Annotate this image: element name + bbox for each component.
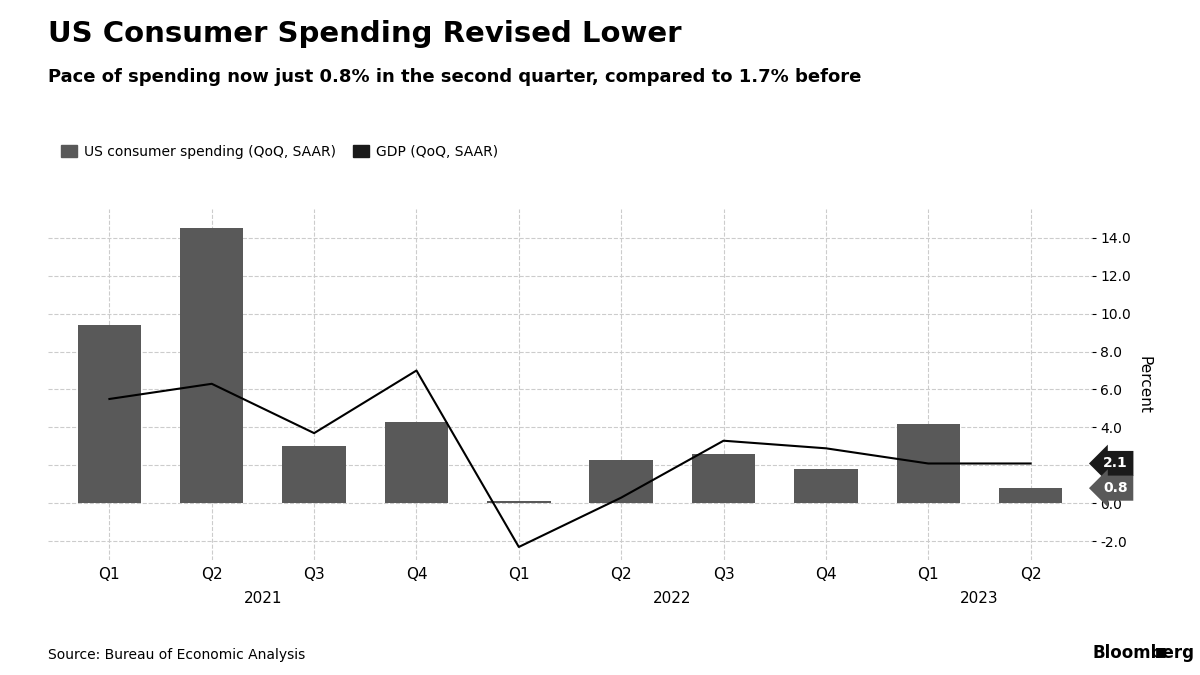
Bar xyxy=(282,446,346,504)
Text: 0.8: 0.8 xyxy=(1103,481,1128,495)
Bar xyxy=(589,460,653,504)
Text: 2021: 2021 xyxy=(244,591,282,605)
Text: ■: ■ xyxy=(1154,645,1166,658)
Y-axis label: Percent: Percent xyxy=(1136,356,1152,414)
Bar xyxy=(692,454,755,504)
Text: Pace of spending now just 0.8% in the second quarter, compared to 1.7% before: Pace of spending now just 0.8% in the se… xyxy=(48,68,862,86)
Legend: US consumer spending (QoQ, SAAR), GDP (QoQ, SAAR): US consumer spending (QoQ, SAAR), GDP (Q… xyxy=(55,139,504,164)
Bar xyxy=(385,422,449,504)
Text: 2023: 2023 xyxy=(960,591,998,605)
Text: Bloomberg: Bloomberg xyxy=(1092,643,1194,662)
Text: 2022: 2022 xyxy=(653,591,691,605)
Bar xyxy=(180,228,244,504)
Text: Source: Bureau of Economic Analysis: Source: Bureau of Economic Analysis xyxy=(48,647,305,662)
Bar xyxy=(794,469,858,504)
Bar xyxy=(896,424,960,504)
Text: US Consumer Spending Revised Lower: US Consumer Spending Revised Lower xyxy=(48,20,682,48)
Bar xyxy=(487,502,551,504)
Bar xyxy=(78,325,142,504)
Bar xyxy=(998,488,1062,504)
Text: 2.1: 2.1 xyxy=(1103,456,1128,470)
